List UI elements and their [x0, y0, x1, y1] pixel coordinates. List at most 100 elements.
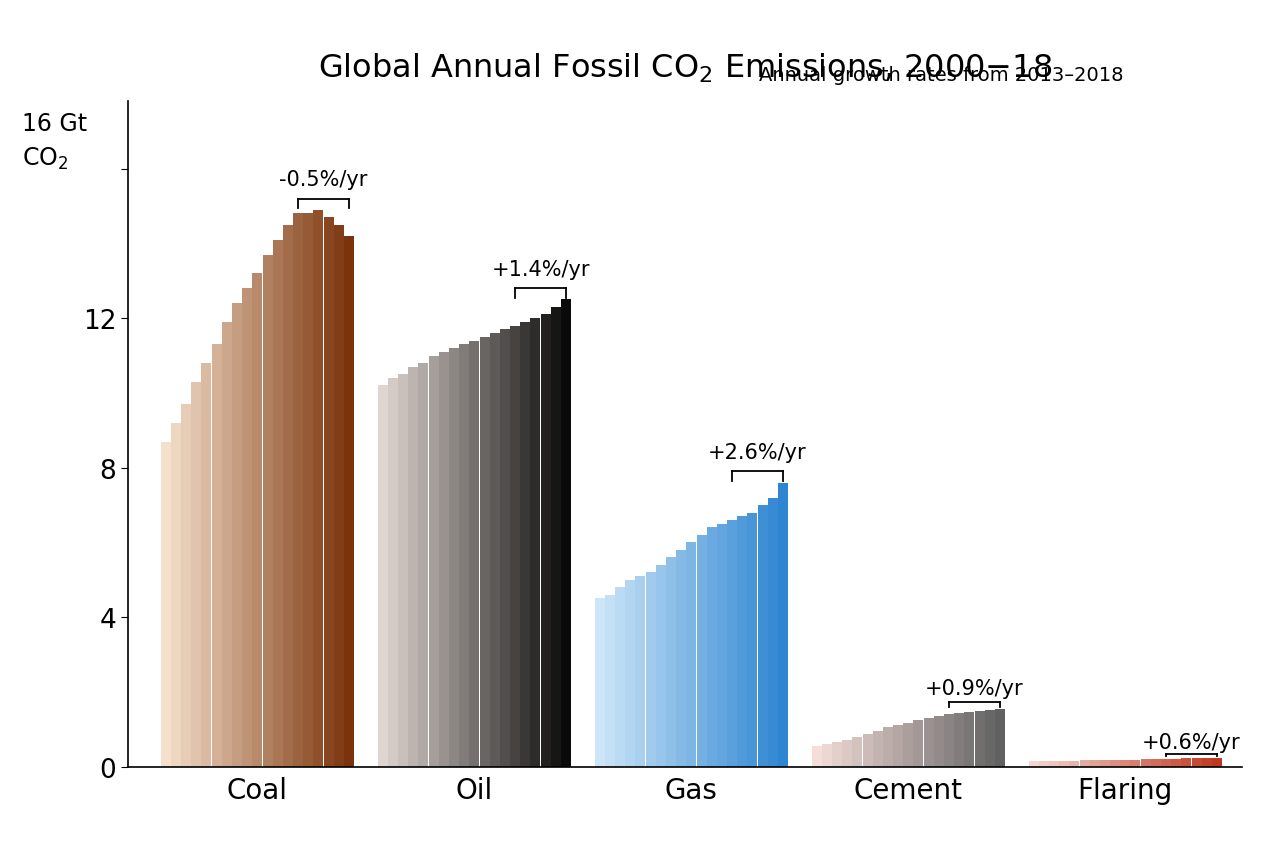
Bar — [1100, 760, 1110, 767]
Bar — [655, 565, 666, 767]
Bar — [893, 725, 904, 767]
Bar — [1192, 758, 1202, 767]
Bar — [344, 237, 355, 767]
Text: -0.5%/yr: -0.5%/yr — [279, 170, 367, 190]
Bar — [758, 505, 768, 767]
Bar — [852, 737, 863, 767]
Bar — [408, 367, 419, 767]
Bar — [1110, 760, 1120, 767]
Bar — [954, 713, 964, 767]
Text: +0.9%/yr: +0.9%/yr — [925, 678, 1024, 698]
Bar — [429, 356, 439, 767]
Bar — [490, 334, 499, 767]
Bar — [778, 483, 788, 767]
Bar — [511, 326, 520, 767]
Bar — [832, 743, 842, 767]
Bar — [595, 599, 604, 767]
Bar — [934, 716, 943, 767]
Text: +2.6%/yr: +2.6%/yr — [708, 442, 806, 463]
Bar — [470, 341, 479, 767]
Bar — [334, 226, 344, 767]
Text: CO$_2$: CO$_2$ — [22, 146, 68, 171]
Bar — [561, 300, 571, 767]
Bar — [1151, 759, 1161, 767]
Bar — [904, 722, 914, 767]
Bar — [252, 274, 262, 767]
Bar — [324, 218, 334, 767]
Text: +0.6%/yr: +0.6%/yr — [1142, 732, 1240, 751]
Bar — [974, 711, 984, 767]
Bar — [480, 337, 489, 767]
Bar — [201, 364, 211, 767]
Bar — [625, 580, 635, 767]
Bar — [945, 715, 954, 767]
Bar — [1079, 761, 1089, 767]
Bar — [530, 319, 540, 767]
Bar — [616, 588, 625, 767]
Text: Annual growth rates from 2013–2018: Annual growth rates from 2013–2018 — [759, 66, 1123, 85]
Bar — [1202, 758, 1212, 767]
Bar — [1059, 761, 1069, 767]
Bar — [822, 745, 832, 767]
Bar — [605, 595, 614, 767]
Bar — [1069, 761, 1079, 767]
Text: +1.4%/yr: +1.4%/yr — [492, 260, 590, 279]
Bar — [1130, 760, 1140, 767]
Bar — [242, 289, 252, 767]
Bar — [686, 543, 696, 767]
Bar — [232, 304, 242, 767]
Bar — [1181, 758, 1192, 767]
Bar — [449, 348, 460, 767]
Bar — [768, 498, 778, 767]
Bar — [984, 710, 995, 767]
Bar — [635, 577, 645, 767]
Bar — [696, 535, 707, 767]
Bar — [172, 423, 180, 767]
Bar — [161, 442, 170, 767]
Bar — [1039, 761, 1048, 767]
Bar — [221, 323, 232, 767]
Bar — [273, 240, 283, 767]
Bar — [211, 345, 221, 767]
Bar — [737, 516, 748, 767]
Bar — [812, 746, 822, 767]
Bar — [995, 709, 1005, 767]
Bar — [717, 524, 727, 767]
Bar — [964, 712, 974, 767]
Bar — [1050, 761, 1059, 767]
Bar — [191, 383, 201, 767]
Bar — [262, 256, 273, 767]
Bar — [1171, 759, 1181, 767]
Bar — [314, 210, 324, 767]
Bar — [645, 573, 655, 767]
Bar — [676, 550, 686, 767]
Bar — [180, 405, 191, 767]
Bar — [707, 528, 717, 767]
Bar — [398, 375, 408, 767]
Bar — [666, 558, 676, 767]
Bar — [540, 315, 550, 767]
Bar — [378, 386, 388, 767]
Bar — [439, 353, 449, 767]
Text: 16 Gt: 16 Gt — [22, 112, 87, 136]
Bar — [863, 734, 873, 767]
Bar — [727, 521, 737, 767]
Bar — [1140, 759, 1151, 767]
Bar — [550, 308, 561, 767]
Bar — [500, 330, 509, 767]
Bar — [388, 378, 398, 767]
Bar — [1212, 758, 1222, 767]
Title: Global Annual Fossil CO$_2$ Emissions, 2000$-$18: Global Annual Fossil CO$_2$ Emissions, 2… — [317, 51, 1052, 84]
Bar — [460, 345, 470, 767]
Bar — [283, 226, 293, 767]
Bar — [293, 214, 303, 767]
Bar — [1120, 760, 1130, 767]
Bar — [883, 728, 893, 767]
Bar — [520, 323, 530, 767]
Bar — [842, 740, 852, 767]
Bar — [1161, 759, 1171, 767]
Bar — [924, 718, 933, 767]
Bar — [1089, 761, 1100, 767]
Bar — [873, 731, 883, 767]
Bar — [1029, 762, 1038, 767]
